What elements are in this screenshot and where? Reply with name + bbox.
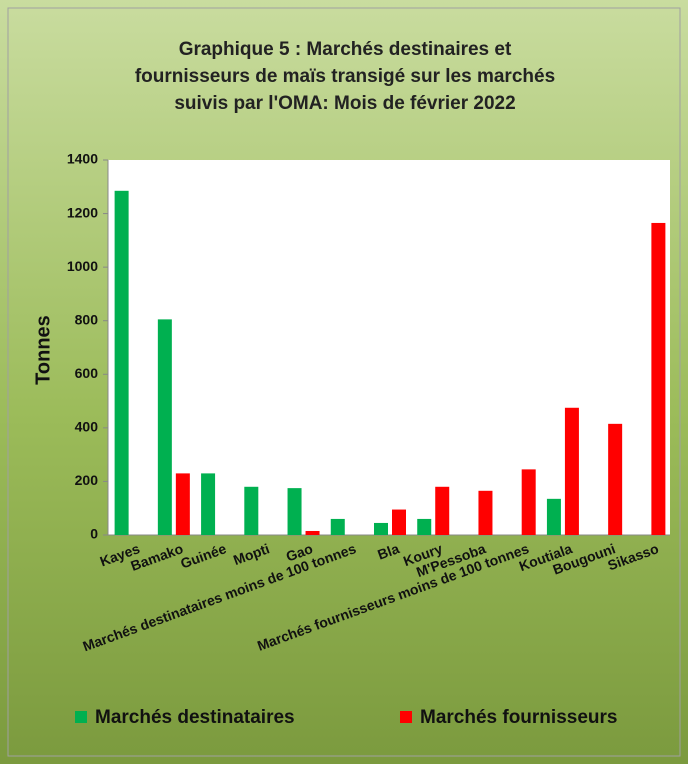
bar xyxy=(330,518,345,535)
chart-title: Graphique 5 : Marchés destinaires et fou… xyxy=(134,39,556,114)
y-tick-label: 1200 xyxy=(67,204,98,220)
bar xyxy=(287,488,302,535)
y-tick-label: 200 xyxy=(75,472,99,488)
bar xyxy=(244,486,259,535)
bar xyxy=(651,222,666,536)
bar xyxy=(521,469,536,535)
bar xyxy=(478,490,493,535)
bar xyxy=(374,522,388,535)
bar xyxy=(417,518,432,535)
legend-label: Marchés fournisseurs xyxy=(420,707,617,728)
y-axis-label: Tonnes xyxy=(32,315,54,385)
bar xyxy=(201,473,216,535)
bar xyxy=(157,319,172,535)
y-tick-label: 600 xyxy=(75,365,99,381)
bar xyxy=(564,407,579,535)
y-tick-label: 800 xyxy=(75,311,99,327)
frame xyxy=(7,7,681,757)
y-tick-label: 1400 xyxy=(67,151,98,167)
y-tick-label: 400 xyxy=(75,419,99,435)
bar xyxy=(435,486,450,535)
bar xyxy=(392,509,406,535)
bar xyxy=(305,530,320,535)
y-tick-label: 1000 xyxy=(67,258,98,274)
legend-swatch xyxy=(400,711,412,723)
bar xyxy=(175,473,190,535)
plot-area xyxy=(108,160,670,535)
x-tick-label: Mopti xyxy=(231,540,272,568)
y-tick-label: 0 xyxy=(90,526,98,542)
bar xyxy=(114,190,129,535)
legend-label: Marchés destinataires xyxy=(95,707,295,728)
x-tick-label: Guinée xyxy=(178,540,228,571)
bar xyxy=(608,423,623,535)
legend-swatch xyxy=(75,711,87,723)
bar xyxy=(546,498,561,535)
x-tick-label: Bla xyxy=(375,540,401,563)
